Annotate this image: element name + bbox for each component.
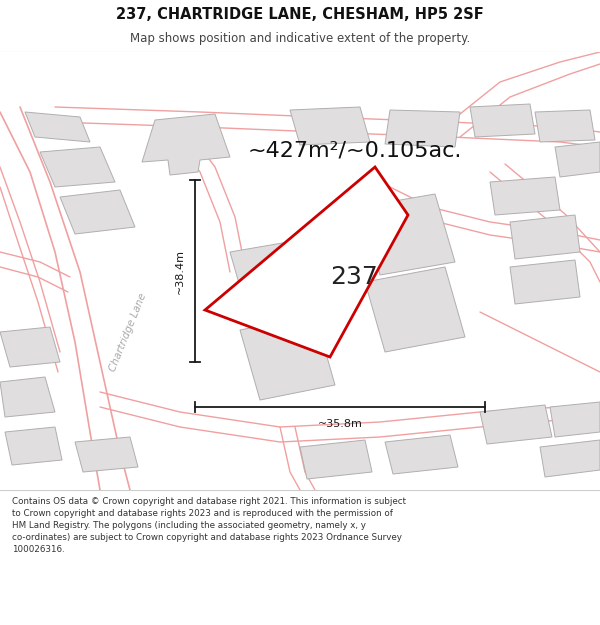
Text: 237, CHARTRIDGE LANE, CHESHAM, HP5 2SF: 237, CHARTRIDGE LANE, CHESHAM, HP5 2SF xyxy=(116,6,484,21)
Text: 237: 237 xyxy=(331,265,379,289)
Polygon shape xyxy=(40,147,115,187)
Polygon shape xyxy=(300,440,372,479)
Text: Map shows position and indicative extent of the property.: Map shows position and indicative extent… xyxy=(130,32,470,45)
Polygon shape xyxy=(550,402,600,437)
Polygon shape xyxy=(480,405,552,444)
Text: ~35.8m: ~35.8m xyxy=(317,419,362,429)
Polygon shape xyxy=(290,107,370,145)
Polygon shape xyxy=(75,437,138,472)
Polygon shape xyxy=(535,110,595,142)
Polygon shape xyxy=(5,427,62,465)
Polygon shape xyxy=(540,440,600,477)
Polygon shape xyxy=(360,194,455,275)
Text: ~427m²/~0.105ac.: ~427m²/~0.105ac. xyxy=(248,140,462,160)
Text: Contains OS data © Crown copyright and database right 2021. This information is : Contains OS data © Crown copyright and d… xyxy=(12,497,406,554)
Polygon shape xyxy=(365,267,465,352)
Polygon shape xyxy=(0,377,55,417)
Polygon shape xyxy=(205,167,408,357)
Polygon shape xyxy=(240,315,335,400)
Text: ~38.4m: ~38.4m xyxy=(175,249,185,294)
Polygon shape xyxy=(555,142,600,177)
Polygon shape xyxy=(385,435,458,474)
Polygon shape xyxy=(142,114,230,175)
Polygon shape xyxy=(490,177,560,215)
Polygon shape xyxy=(470,104,535,137)
Polygon shape xyxy=(510,260,580,304)
Polygon shape xyxy=(25,112,90,142)
Polygon shape xyxy=(510,215,580,259)
Polygon shape xyxy=(0,327,60,367)
Polygon shape xyxy=(60,190,135,234)
Polygon shape xyxy=(230,240,320,322)
Polygon shape xyxy=(385,110,460,147)
Text: Chartridge Lane: Chartridge Lane xyxy=(107,291,148,372)
